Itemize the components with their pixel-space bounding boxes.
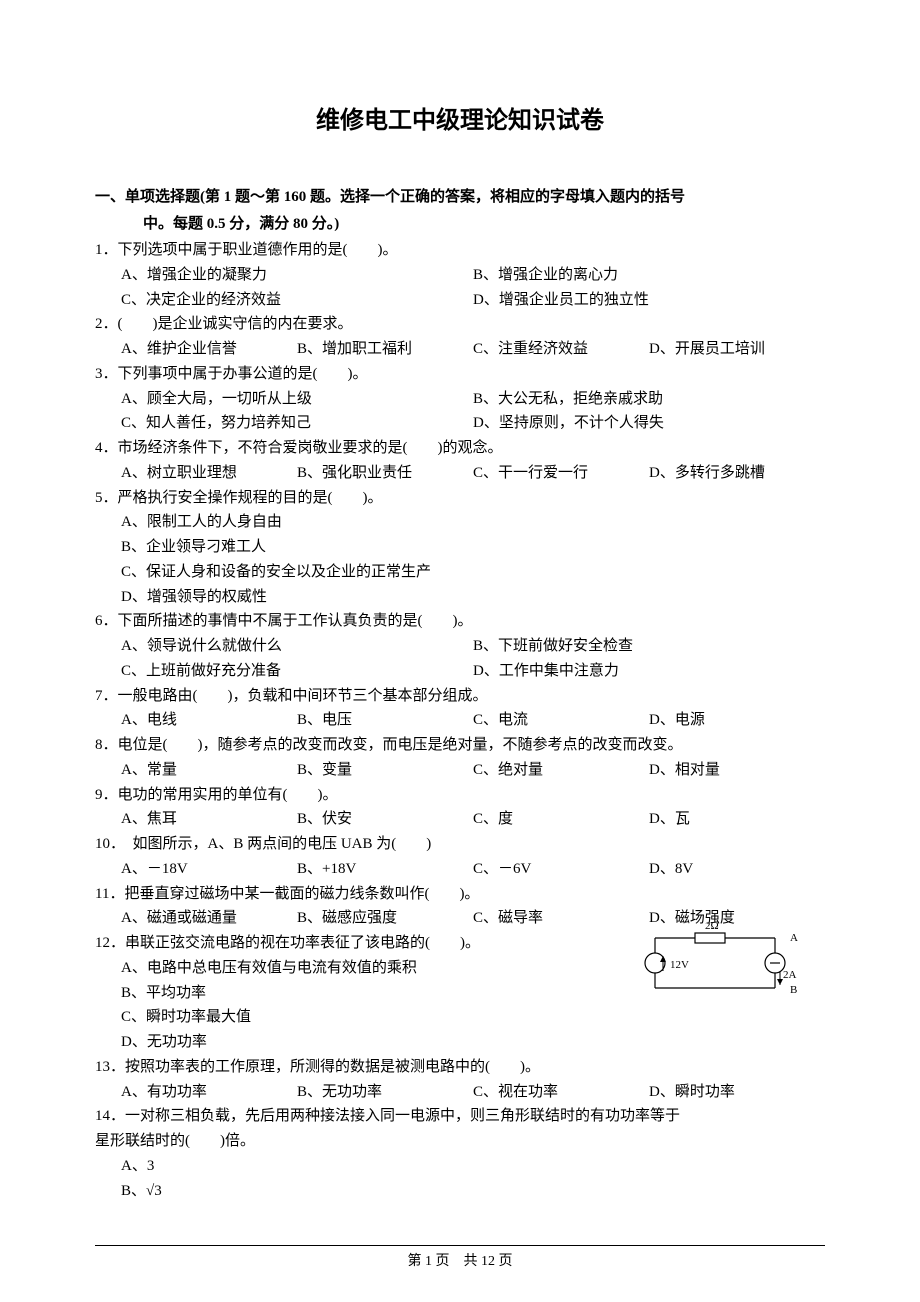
footer-suffix: 页 bbox=[499, 1254, 513, 1269]
q7-opt-d: D、电源 bbox=[649, 708, 825, 733]
q10-opt-c: C、－6V bbox=[473, 857, 649, 882]
q10-opt-a: A、－18V bbox=[121, 857, 297, 882]
question-2: 2．( )是企业诚实守信的内在要求。 A、维护企业信誉 B、增加职工福利 C、注… bbox=[95, 312, 825, 362]
q14-opt-b: B、√3 bbox=[121, 1179, 825, 1204]
voltage-label: 12V bbox=[670, 959, 689, 971]
q1-opt-b: B、增强企业的离心力 bbox=[473, 263, 825, 288]
question-4: 4．市场经济条件下，不符合爱岗敬业要求的是( )的观念。 A、树立职业理想 B、… bbox=[95, 436, 825, 486]
question-3: 3．下列事项中属于办事公道的是( )。 A、顾全大局，一切听从上级 B、大公无私… bbox=[95, 362, 825, 436]
q5-opt-d: D、增强领导的权威性 bbox=[121, 585, 825, 610]
q14-text2: 星形联结时的( )倍。 bbox=[95, 1129, 825, 1154]
q8-opt-d: D、相对量 bbox=[649, 758, 825, 783]
question-9: 9．电功的常用实用的单位有( )。 A、焦耳 B、伏安 C、度 D、瓦 bbox=[95, 783, 825, 833]
q3-opt-d: D、坚持原则，不计个人得失 bbox=[473, 411, 825, 436]
current-label: 2A bbox=[783, 969, 797, 981]
q11-opt-c: C、磁导率 bbox=[473, 906, 649, 931]
q4-opt-d: D、多转行多跳槽 bbox=[649, 461, 825, 486]
question-7: 7．一般电路由( )，负载和中间环节三个基本部分组成。 A、电线 B、电压 C、… bbox=[95, 684, 825, 734]
q6-opt-a: A、领导说什么就做什么 bbox=[121, 634, 473, 659]
q6-opt-d: D、工作中集中注意力 bbox=[473, 659, 825, 684]
question-10: 10． 如图所示，A、B 两点间的电压 UAB 为( ) A、－18V B、+1… bbox=[95, 832, 825, 882]
q14-opt-a: A、3 bbox=[121, 1154, 825, 1179]
q9-opt-b: B、伏安 bbox=[297, 807, 473, 832]
question-6: 6．下面所描述的事情中不属于工作认真负责的是( )。 A、领导说什么就做什么 B… bbox=[95, 609, 825, 683]
q7-text: 7．一般电路由( )，负载和中间环节三个基本部分组成。 bbox=[95, 684, 825, 709]
q4-opt-b: B、强化职业责任 bbox=[297, 461, 473, 486]
q9-opt-c: C、度 bbox=[473, 807, 649, 832]
q14-text: 14．一对称三相负载，先后用两种接法接入同一电源中，则三角形联结时的有功功率等于 bbox=[95, 1104, 825, 1129]
question-1: 1．下列选项中属于职业道德作用的是( )。 A、增强企业的凝聚力 B、增强企业的… bbox=[95, 238, 825, 312]
q8-opt-a: A、常量 bbox=[121, 758, 297, 783]
q8-text: 8．电位是( )，随参考点的改变而改变，而电压是绝对量，不随参考点的改变而改变。 bbox=[95, 733, 825, 758]
q1-text: 1．下列选项中属于职业道德作用的是( )。 bbox=[95, 238, 825, 263]
q9-text: 9．电功的常用实用的单位有( )。 bbox=[95, 783, 825, 808]
q2-opt-c: C、注重经济效益 bbox=[473, 337, 649, 362]
page-footer: 第 1 页 共 12 页 bbox=[0, 1245, 920, 1270]
question-5: 5．严格执行安全操作规程的目的是( )。 A、限制工人的人身自由 B、企业领导刁… bbox=[95, 486, 825, 610]
question-13: 13．按照功率表的工作原理，所测得的数据是被测电路中的( )。 A、有功功率 B… bbox=[95, 1055, 825, 1105]
footer-of: 页 共 bbox=[436, 1254, 478, 1269]
q4-text: 4．市场经济条件下，不符合爱岗敬业要求的是( )的观念。 bbox=[95, 436, 825, 461]
q1-opt-a: A、增强企业的凝聚力 bbox=[121, 263, 473, 288]
q13-opt-b: B、无功功率 bbox=[297, 1080, 473, 1105]
q2-opt-b: B、增加职工福利 bbox=[297, 337, 473, 362]
q5-text: 5．严格执行安全操作规程的目的是( )。 bbox=[95, 486, 825, 511]
q2-opt-a: A、维护企业信誉 bbox=[121, 337, 297, 362]
q3-opt-b: B、大公无私，拒绝亲戚求助 bbox=[473, 387, 825, 412]
q6-opt-b: B、下班前做好安全检查 bbox=[473, 634, 825, 659]
q7-opt-c: C、电流 bbox=[473, 708, 649, 733]
q12-opt-c: C、瞬时功率最大值 bbox=[121, 1005, 825, 1030]
page-title: 维修电工中级理论知识试卷 bbox=[95, 100, 825, 135]
q7-opt-a: A、电线 bbox=[121, 708, 297, 733]
footer-page-num: 1 bbox=[425, 1254, 432, 1269]
footer-total: 12 bbox=[481, 1254, 495, 1269]
circuit-diagram: 2Ω A B 2A 12V bbox=[635, 923, 805, 1003]
q9-opt-d: D、瓦 bbox=[649, 807, 825, 832]
q3-opt-c: C、知人善任，努力培养知己 bbox=[121, 411, 473, 436]
q13-opt-d: D、瞬时功率 bbox=[649, 1080, 825, 1105]
node-a-label: A bbox=[790, 932, 798, 944]
footer-prefix: 第 bbox=[408, 1254, 422, 1269]
q3-opt-a: A、顾全大局，一切听从上级 bbox=[121, 387, 473, 412]
q11-opt-a: A、磁通或磁通量 bbox=[121, 906, 297, 931]
q12-opt-d: D、无功功率 bbox=[121, 1030, 825, 1055]
question-8: 8．电位是( )，随参考点的改变而改变，而电压是绝对量，不随参考点的改变而改变。… bbox=[95, 733, 825, 783]
q13-text: 13．按照功率表的工作原理，所测得的数据是被测电路中的( )。 bbox=[95, 1055, 825, 1080]
q3-text: 3．下列事项中属于办事公道的是( )。 bbox=[95, 362, 825, 387]
q2-text: 2．( )是企业诚实守信的内在要求。 bbox=[95, 312, 825, 337]
q13-opt-a: A、有功功率 bbox=[121, 1080, 297, 1105]
q10-opt-b: B、+18V bbox=[297, 857, 473, 882]
q7-opt-b: B、电压 bbox=[297, 708, 473, 733]
q5-opt-c: C、保证人身和设备的安全以及企业的正常生产 bbox=[121, 560, 825, 585]
q1-opt-d: D、增强企业员工的独立性 bbox=[473, 288, 825, 313]
section-header-2: 中。每题 0.5 分，满分 80 分。) bbox=[95, 212, 825, 236]
q5-opt-b: B、企业领导刁难工人 bbox=[121, 535, 825, 560]
q5-opt-a: A、限制工人的人身自由 bbox=[121, 510, 825, 535]
q8-opt-b: B、变量 bbox=[297, 758, 473, 783]
q1-opt-c: C、决定企业的经济效益 bbox=[121, 288, 473, 313]
node-b-label: B bbox=[790, 984, 797, 996]
q9-opt-a: A、焦耳 bbox=[121, 807, 297, 832]
section-header-1: 一、单项选择题(第 1 题～第 160 题。选择一个正确的答案，将相应的字母填入… bbox=[95, 185, 825, 209]
q6-opt-c: C、上班前做好充分准备 bbox=[121, 659, 473, 684]
q11-opt-b: B、磁感应强度 bbox=[297, 906, 473, 931]
question-14: 14．一对称三相负载，先后用两种接法接入同一电源中，则三角形联结时的有功功率等于… bbox=[95, 1104, 825, 1203]
q4-opt-c: C、干一行爱一行 bbox=[473, 461, 649, 486]
q2-opt-d: D、开展员工培训 bbox=[649, 337, 825, 362]
q6-text: 6．下面所描述的事情中不属于工作认真负责的是( )。 bbox=[95, 609, 825, 634]
q10-opt-d: D、8V bbox=[649, 857, 825, 882]
q10-text: 10． 如图所示，A、B 两点间的电压 UAB 为( ) bbox=[95, 832, 825, 857]
resistor-label: 2Ω bbox=[705, 923, 719, 932]
q8-opt-c: C、绝对量 bbox=[473, 758, 649, 783]
q13-opt-c: C、视在功率 bbox=[473, 1080, 649, 1105]
q4-opt-a: A、树立职业理想 bbox=[121, 461, 297, 486]
q11-text: 11．把垂直穿过磁场中某一截面的磁力线条数叫作( )。 bbox=[95, 882, 825, 907]
